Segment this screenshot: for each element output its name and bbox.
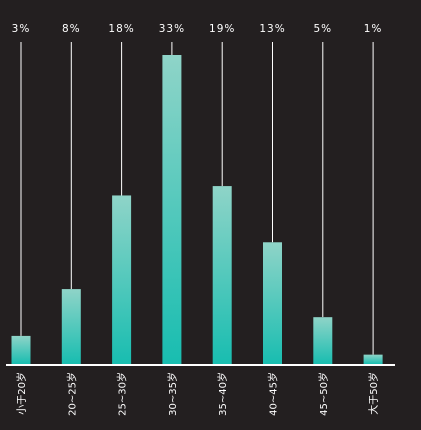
category-label: 25~30岁 — [116, 372, 129, 416]
data-label: 8% — [62, 23, 81, 35]
category-label: 40~45岁 — [267, 372, 280, 416]
data-label: 33% — [159, 23, 185, 35]
category-label: 20~25岁 — [65, 372, 78, 416]
category-label: 30~35岁 — [166, 372, 179, 416]
data-label: 3% — [12, 23, 31, 35]
bar — [162, 55, 182, 364]
category-label: 大于50岁 — [367, 372, 380, 415]
bar — [313, 317, 333, 364]
bar — [112, 195, 132, 364]
category-label: 35~40岁 — [216, 372, 229, 416]
data-label: 19% — [209, 23, 235, 35]
bar — [61, 289, 81, 364]
data-label: 13% — [259, 23, 285, 35]
data-label: 18% — [108, 23, 134, 35]
data-label: 1% — [364, 23, 383, 35]
bar — [363, 354, 383, 364]
bar — [11, 335, 31, 364]
bar — [263, 242, 282, 364]
category-label: 小于20岁 — [15, 372, 28, 415]
category-label: 45~50岁 — [317, 372, 330, 416]
bar — [212, 186, 232, 364]
data-label: 5% — [313, 23, 332, 35]
